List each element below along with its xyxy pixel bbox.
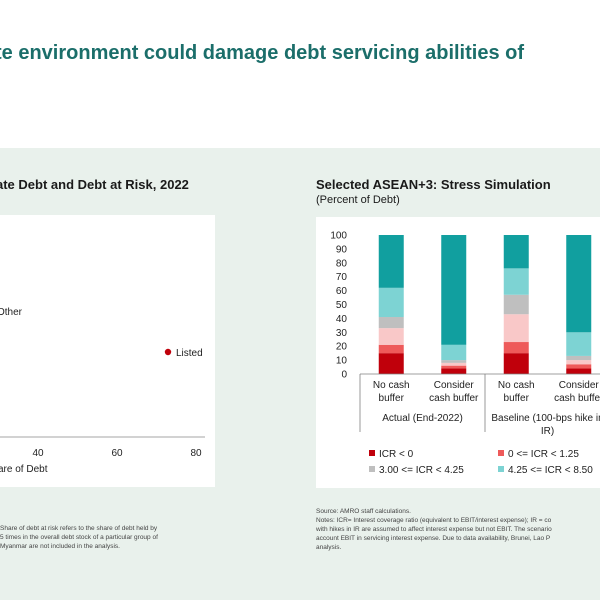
bar-segment — [566, 368, 592, 374]
stacked-bar-chart: 0 10 20 30 40 50 60 70 80 90 100 No cash buffer Consi… — [330, 231, 600, 476]
bar-segment — [378, 287, 404, 318]
legend-label: ICR < 0 — [379, 449, 414, 460]
x-tick-label: 60 — [111, 448, 123, 459]
bar-segment — [378, 235, 404, 288]
legend-label: 3.00 <= ICR < 4.25 — [379, 465, 464, 476]
y-tick-label: 30 — [336, 328, 348, 339]
bar-segment — [566, 332, 592, 356]
point-listed — [164, 348, 172, 356]
x-tick-label: 40 — [32, 448, 44, 459]
legend-label: 0 <= ICR < 1.25 — [508, 449, 579, 460]
right-notes: Source: AMRO staff calculations. Notes: … — [316, 507, 552, 552]
bar-segment — [503, 235, 529, 269]
y-tick-label: 90 — [336, 244, 348, 255]
bar-segment — [503, 268, 529, 295]
bar-segment — [566, 235, 592, 333]
page-title: te environment could damage debt servici… — [0, 42, 525, 64]
y-tick-label: 20 — [336, 342, 348, 353]
bar-segment — [503, 294, 529, 315]
category-label: No cash — [498, 380, 535, 391]
group-label: Baseline (100-bps hike in — [491, 413, 600, 424]
legend-swatch — [369, 466, 375, 472]
right-chart-title: Selected ASEAN+3: Stress Simulation — [316, 177, 551, 192]
bar-segment — [441, 235, 467, 345]
left-note-line: 5 times in the overall debt stock of a p… — [0, 534, 158, 541]
bar-segment — [503, 353, 529, 374]
bar-segment — [441, 360, 467, 363]
right-note-line: Source: AMRO staff calculations. — [316, 508, 411, 515]
category-label: Consider — [559, 380, 600, 391]
left-note-line: Myanmar are not included in the analysis… — [0, 543, 120, 550]
left-chart-title: ate Debt and Debt at Risk, 2022 — [0, 177, 189, 192]
y-tick-label: 0 — [341, 370, 347, 381]
legend-swatch — [498, 450, 504, 456]
left-chart-card: 40 60 80 are of Debt Other Listed — [0, 215, 215, 487]
left-note-line: Share of debt at risk refers to the shar… — [0, 525, 158, 532]
bar-segment — [441, 365, 467, 369]
bar-segment — [378, 328, 404, 345]
left-notes: Share of debt at risk refers to the shar… — [0, 524, 158, 551]
bar-segment — [503, 314, 529, 343]
legend-label: 4.25 <= ICR < 8.50 — [508, 465, 593, 476]
bar-segment — [378, 317, 404, 329]
y-tick-label: 70 — [336, 272, 348, 283]
right-note-line: with hikes in IR are assumed to affect i… — [316, 526, 552, 533]
y-tick-label: 60 — [336, 286, 348, 297]
y-tick-label: 40 — [336, 314, 348, 325]
legend-swatch — [369, 450, 375, 456]
bar-segment — [441, 344, 467, 361]
y-tick-label: 10 — [336, 356, 348, 367]
left-scatter-chart: 40 60 80 are of Debt Other Listed — [0, 307, 205, 475]
bar-segment — [503, 342, 529, 354]
bar-segment — [378, 344, 404, 354]
right-note-line: Notes: ICR= Interest coverage ratio (equ… — [316, 517, 552, 524]
point-label-listed: Listed — [176, 348, 203, 359]
bar-segment — [441, 362, 467, 366]
category-label: Consider — [434, 380, 475, 391]
x-tick-label: 80 — [190, 448, 202, 459]
right-chart-subtitle: (Percent of Debt) — [316, 194, 400, 206]
bar-segment — [566, 360, 592, 365]
right-chart-card: 0 10 20 30 40 50 60 70 80 90 100 No cash buffer Consi… — [316, 217, 600, 488]
group-label: Actual (End-2022) — [382, 413, 463, 424]
bar-segment — [441, 368, 467, 374]
category-label: buffer — [379, 393, 405, 404]
category-label: cash buffer — [429, 393, 479, 404]
y-tick-label: 100 — [330, 231, 347, 242]
category-label: No cash — [373, 380, 410, 391]
legend-swatch — [498, 466, 504, 472]
bar-segment — [378, 353, 404, 374]
right-note-line: analysis. — [316, 544, 342, 551]
right-note-line: account EBIT in servicing interest expen… — [316, 535, 551, 542]
category-label: cash buffer — [554, 393, 600, 404]
point-label-other: Other — [0, 307, 23, 318]
bar-segment — [566, 364, 592, 369]
y-tick-label: 50 — [336, 300, 348, 311]
x-axis-title: are of Debt — [0, 464, 48, 475]
bar-segment — [566, 355, 592, 361]
y-tick-label: 80 — [336, 258, 348, 269]
category-label: buffer — [504, 393, 530, 404]
group-label: IR) — [541, 426, 554, 437]
